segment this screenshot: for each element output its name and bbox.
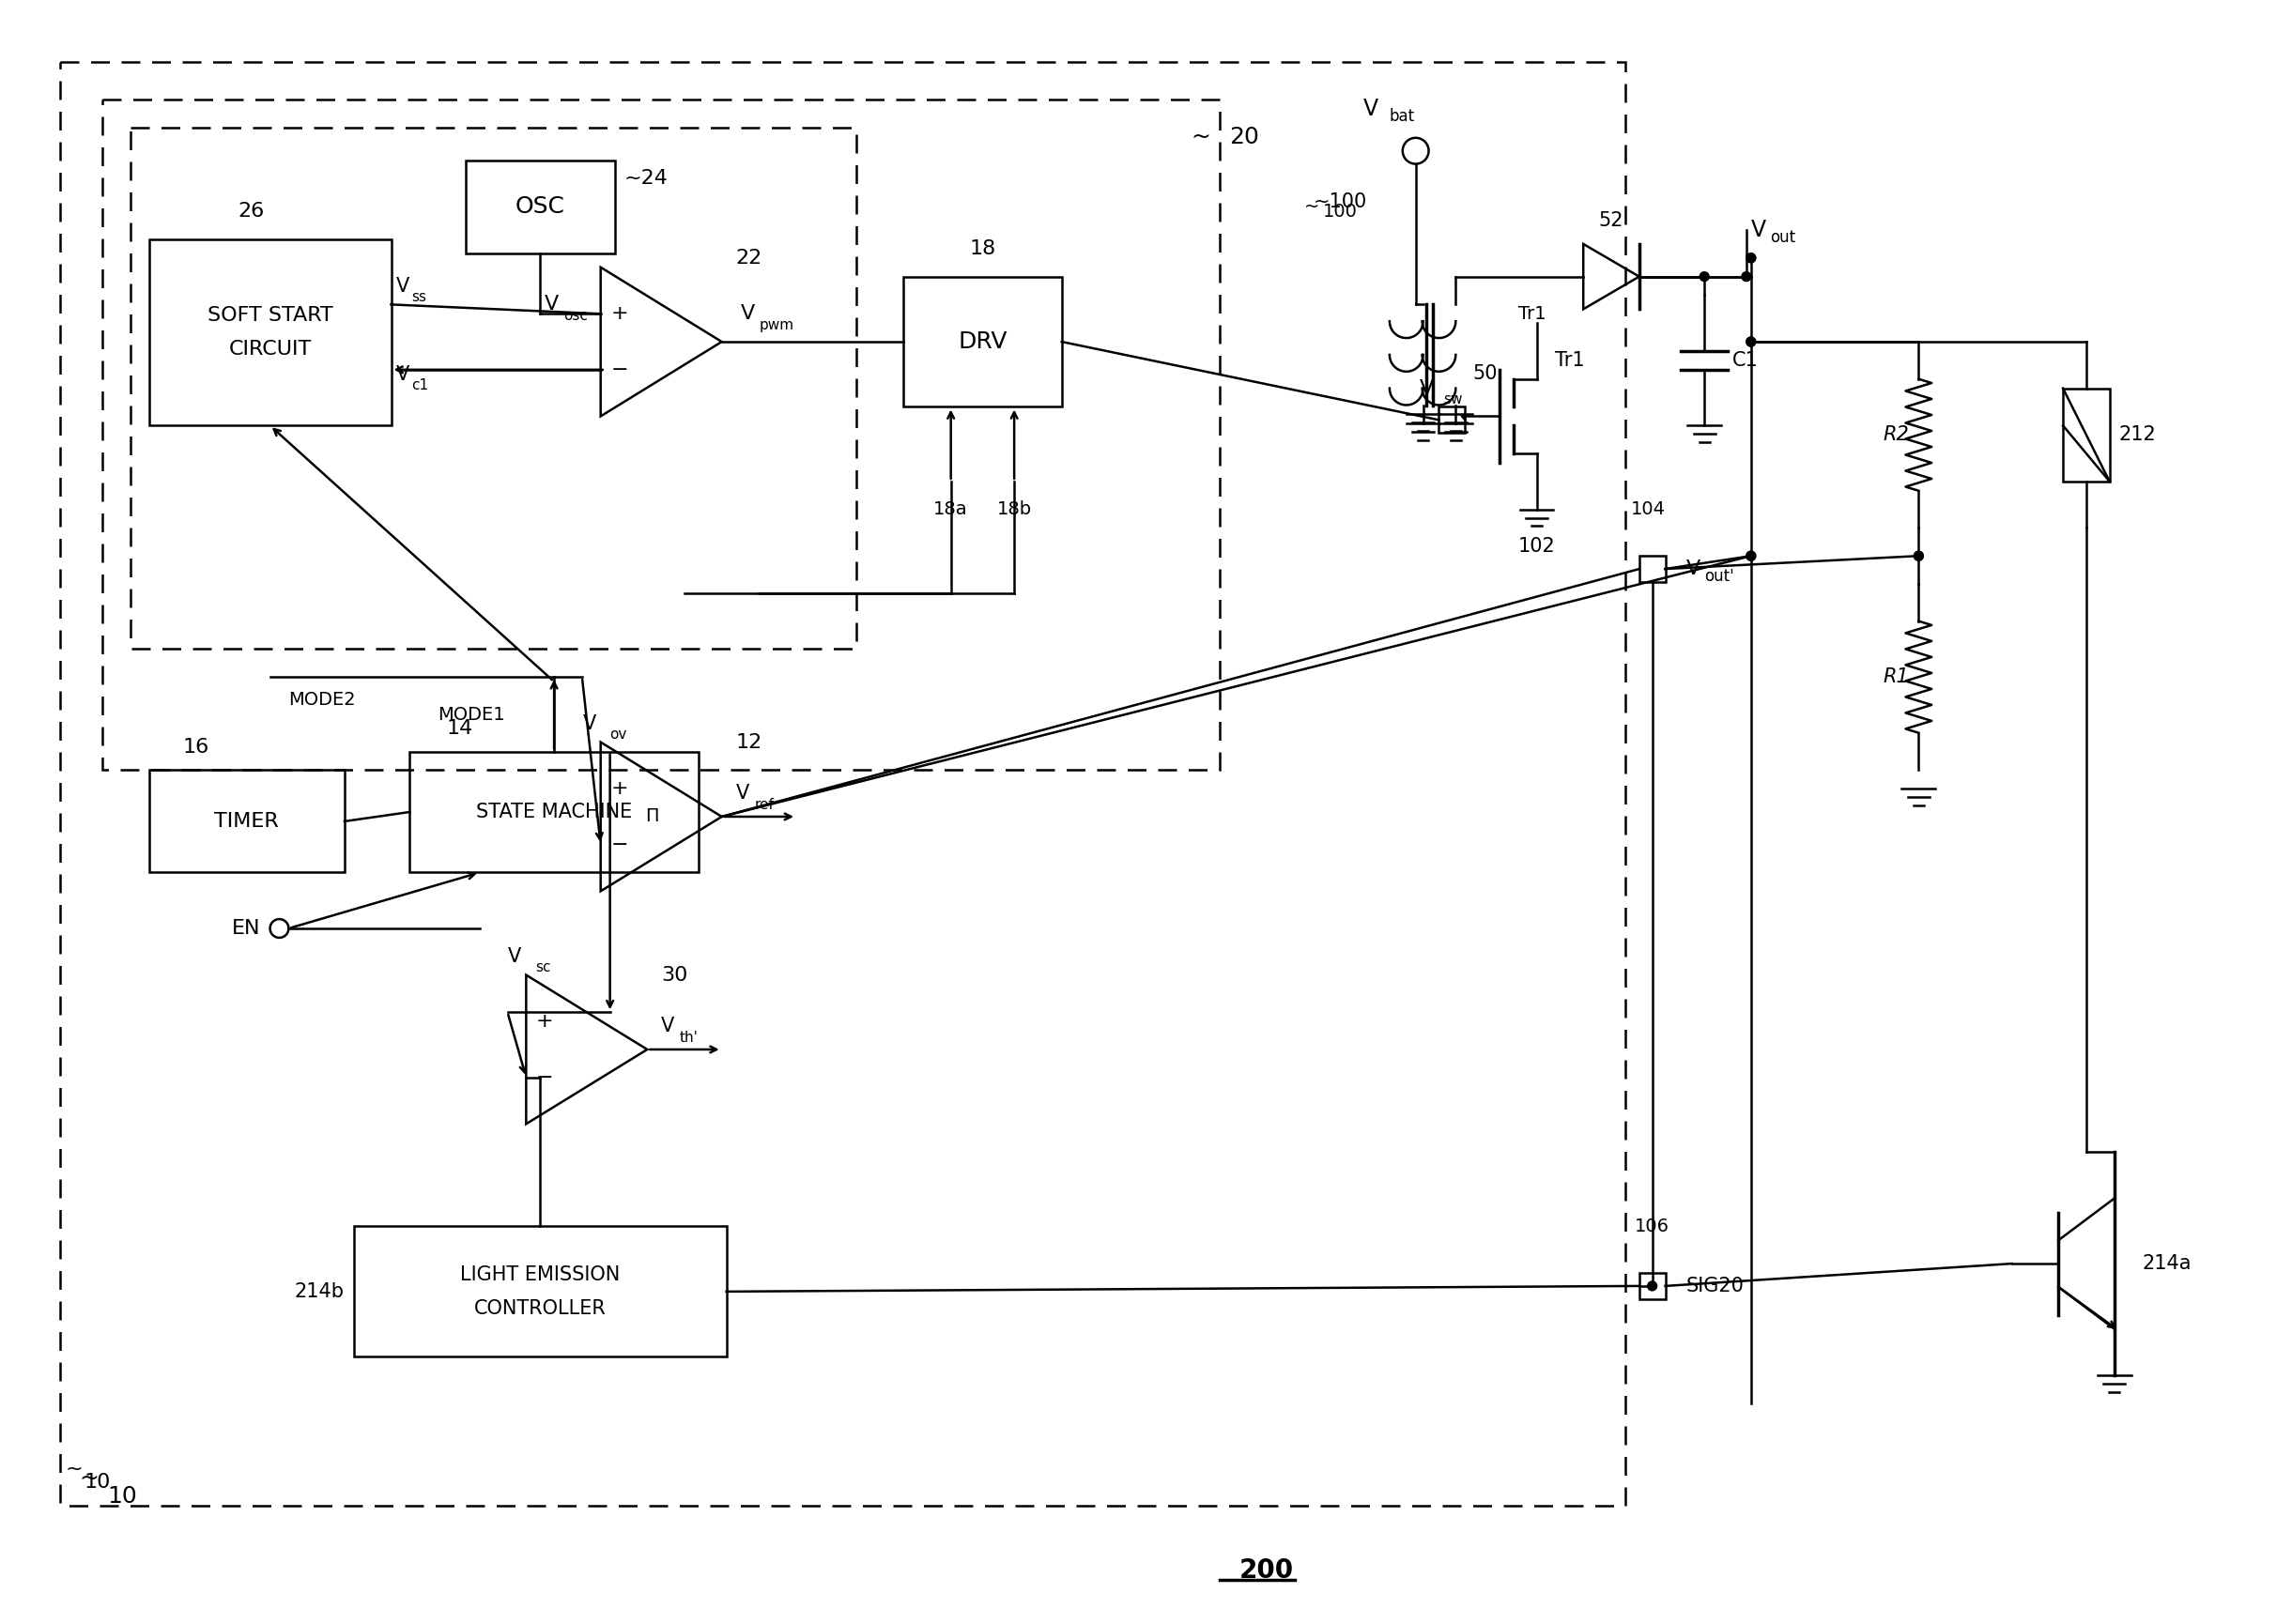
Text: +: + [610,304,628,323]
Text: ~24: ~24 [623,169,667,188]
Text: th': th' [681,1030,699,1044]
Text: V: V [740,304,754,323]
Text: 212: 212 [2118,425,2157,445]
Text: out': out' [1705,568,1735,585]
Text: V: V [736,784,749,802]
Text: STATE MACHINE: STATE MACHINE [477,802,633,822]
Text: ov: ov [610,728,628,742]
Text: DRV: DRV [958,330,1006,352]
Text: V: V [660,1017,674,1036]
Text: MODE2: MODE2 [289,690,355,708]
Text: Π: Π [644,807,658,825]
Text: sw: sw [1444,393,1462,406]
Circle shape [1648,1281,1657,1291]
Text: 50: 50 [1471,364,1497,383]
Circle shape [1914,551,1923,560]
Text: ref: ref [754,797,775,812]
Text: 16: 16 [183,737,209,757]
Text: Tr1: Tr1 [1556,351,1586,370]
Text: 18: 18 [970,239,995,258]
Text: V: V [397,276,408,296]
Text: R2: R2 [1884,425,1909,445]
Text: V: V [1364,97,1377,120]
Text: osc: osc [564,309,587,323]
Text: 214a: 214a [2143,1254,2191,1273]
Circle shape [1914,551,1923,560]
Text: V: V [1751,219,1767,242]
Text: V: V [545,296,559,313]
Text: C1: C1 [1733,351,1758,370]
Text: c1: c1 [413,378,429,393]
Text: 100: 100 [1322,203,1357,221]
Text: 12: 12 [736,732,763,752]
Text: −: − [610,835,628,854]
Text: 22: 22 [736,248,763,268]
Text: 18b: 18b [997,500,1031,518]
Text: MODE1: MODE1 [438,706,504,724]
Text: R1: R1 [1884,667,1909,687]
Text: CIRCUIT: CIRCUIT [229,339,312,359]
Text: ~: ~ [64,1458,83,1478]
Text: 26: 26 [238,201,264,221]
Text: OSC: OSC [516,195,564,218]
Text: V: V [1685,560,1701,578]
Circle shape [1742,271,1751,281]
Text: 10: 10 [85,1473,110,1492]
Text: 10: 10 [108,1486,138,1507]
Circle shape [1747,338,1756,346]
Text: +: + [536,1012,552,1031]
Text: 20: 20 [1229,125,1258,148]
Text: V: V [397,365,408,383]
Text: Tr1: Tr1 [1517,305,1545,323]
Text: 102: 102 [1517,538,1556,555]
Text: 200: 200 [1240,1557,1295,1583]
Text: SIG20: SIG20 [1685,1276,1744,1296]
Text: 214b: 214b [296,1283,344,1301]
Text: 104: 104 [1632,500,1666,518]
Text: TIMER: TIMER [215,812,280,831]
Text: pwm: pwm [759,318,793,331]
Circle shape [1747,253,1756,263]
Text: V: V [509,947,523,966]
Circle shape [1747,551,1756,560]
Text: V: V [1421,378,1435,398]
Text: V: V [582,715,596,732]
Text: +: + [610,780,628,797]
Text: −: − [536,1069,552,1086]
Text: SOFT START: SOFT START [206,307,332,325]
Circle shape [1747,338,1756,346]
Text: ~: ~ [78,1466,99,1489]
Text: ~: ~ [1304,198,1320,216]
Text: ~: ~ [1192,125,1210,148]
Circle shape [1747,253,1756,263]
Text: ~100: ~100 [1313,193,1366,211]
Text: 52: 52 [1600,211,1623,231]
Text: ss: ss [413,291,426,304]
Circle shape [1747,551,1756,560]
Text: 30: 30 [660,966,688,984]
Text: 14: 14 [447,719,474,737]
Text: 106: 106 [1634,1218,1669,1236]
Text: CONTROLLER: CONTROLLER [474,1299,605,1317]
Text: −: − [610,361,628,378]
Text: 18a: 18a [933,500,967,518]
Text: bat: bat [1389,107,1414,125]
Text: EN: EN [231,919,261,937]
Circle shape [1701,271,1710,281]
Text: sc: sc [536,960,550,974]
Text: out: out [1769,229,1795,245]
Text: LIGHT EMISSION: LIGHT EMISSION [461,1265,621,1285]
